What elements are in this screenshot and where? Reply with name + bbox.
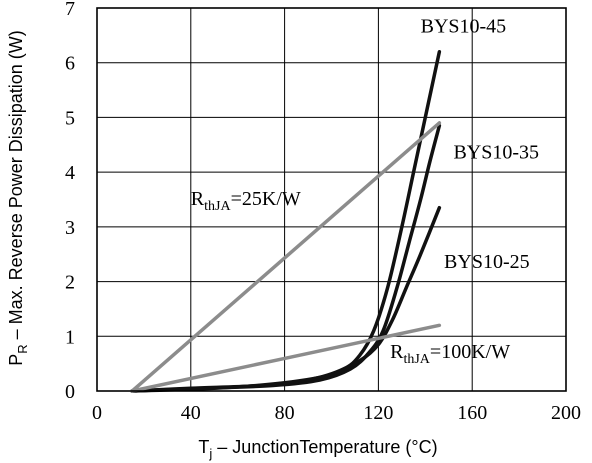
y-tick-labels: 0 1 2 3 4 5 6 7 <box>65 0 75 403</box>
x-tick-label: 160 <box>457 402 487 424</box>
y-tick-label: 7 <box>65 0 75 20</box>
x-tick-label: 0 <box>92 402 102 424</box>
annotation-bys25: BYS10-25 <box>444 251 530 273</box>
series-lines <box>130 50 442 393</box>
x-tick-labels: 0 40 80 120 160 200 <box>92 402 581 424</box>
y-tick-label: 1 <box>65 326 75 348</box>
annotation-bys35: BYS10-35 <box>453 141 539 163</box>
y-tick-label: 5 <box>65 107 75 129</box>
series-line-bys10-25 <box>130 205 442 393</box>
y-tick-label: 0 <box>65 381 75 403</box>
x-tick-label: 80 <box>275 402 295 424</box>
y-tick-label: 2 <box>65 272 75 294</box>
x-tick-label: 120 <box>363 402 393 424</box>
series-line-rthja-100k-w <box>130 323 442 393</box>
annotations: BYS10-45 BYS10-35 BYS10-25 RthJA=25K/W RthJA… <box>191 16 539 368</box>
series-line-rthja-25k-w <box>130 121 442 393</box>
y-tick-label: 4 <box>65 162 75 184</box>
annotation-rth25: RthJA=25K/W <box>191 188 301 214</box>
annotation-rth100: RthJA=100K/W <box>390 341 510 367</box>
y-axis-title: PR – Max. Reverse Power Dissipation (W) <box>6 30 30 366</box>
grid <box>97 8 566 391</box>
x-tick-label: 40 <box>181 402 201 424</box>
plot-frame <box>96 7 567 392</box>
x-axis-title: Tj – JunctionTemperature (°C) <box>198 437 437 461</box>
y-tick-label: 3 <box>65 217 75 239</box>
y-tick-label: 6 <box>65 53 75 75</box>
annotation-bys45: BYS10-45 <box>421 16 507 38</box>
series-line-bys10-45 <box>130 50 442 393</box>
x-tick-label: 200 <box>551 402 581 424</box>
